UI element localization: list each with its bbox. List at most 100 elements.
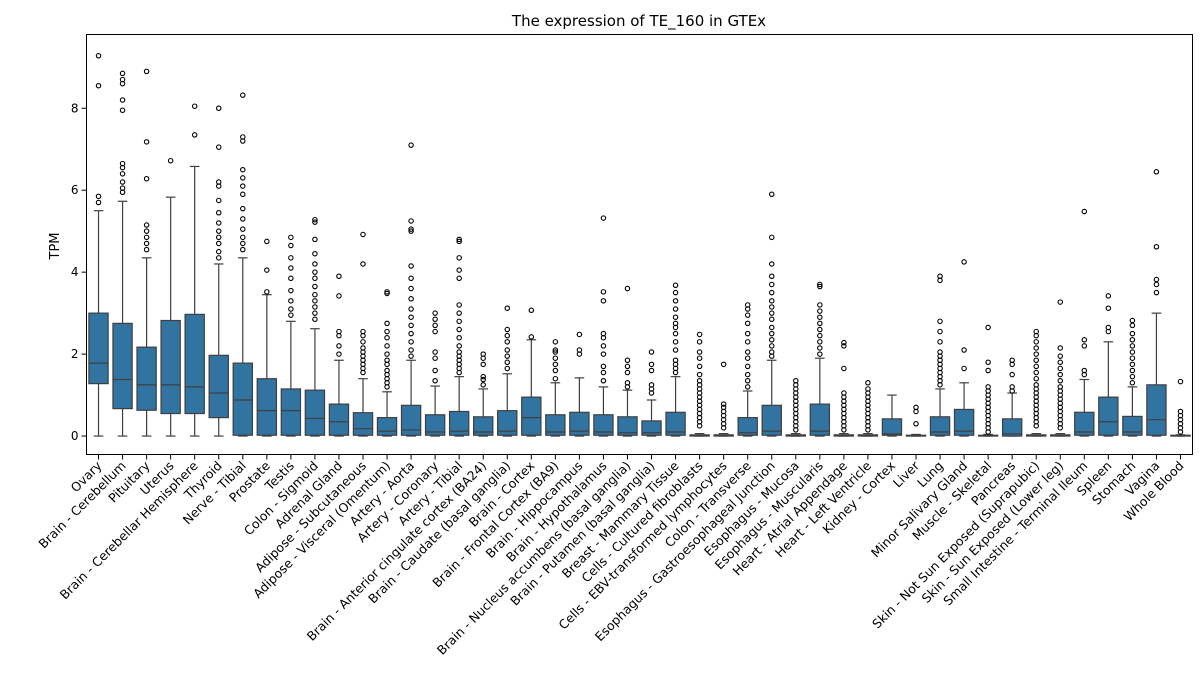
outlier-point bbox=[841, 390, 847, 396]
box-iqr bbox=[376, 417, 398, 436]
outlier-point bbox=[480, 382, 486, 388]
box-iqr bbox=[280, 388, 302, 436]
box-group bbox=[232, 92, 254, 437]
outlier-point bbox=[744, 320, 751, 327]
outlier-point bbox=[768, 330, 775, 337]
outlier-point bbox=[360, 231, 366, 238]
outlier-point bbox=[1057, 365, 1064, 372]
outlier-point bbox=[95, 199, 102, 206]
y-tick-label: 2 bbox=[71, 347, 79, 361]
outlier-point bbox=[504, 353, 511, 359]
outlier-point bbox=[456, 349, 462, 355]
outlier-point bbox=[240, 191, 246, 198]
outlier-point bbox=[1033, 339, 1039, 345]
outlier-point bbox=[600, 289, 607, 295]
outlier-point bbox=[480, 351, 486, 357]
outlier-point bbox=[1033, 351, 1039, 357]
outlier-point bbox=[408, 228, 414, 234]
outlier-point bbox=[336, 351, 342, 357]
outlier-point bbox=[312, 236, 318, 243]
outlier-point bbox=[143, 240, 150, 247]
outlier-point bbox=[336, 328, 342, 335]
box-group bbox=[1098, 293, 1119, 437]
outlier-point bbox=[456, 275, 462, 282]
box-iqr bbox=[665, 411, 686, 436]
outlier-point bbox=[744, 349, 751, 355]
outlier-point bbox=[744, 377, 751, 384]
box-iqr bbox=[473, 416, 494, 436]
box-group bbox=[424, 310, 446, 437]
outlier-point bbox=[264, 289, 270, 295]
box-iqr bbox=[1122, 415, 1143, 436]
outlier-point bbox=[696, 355, 703, 361]
outlier-point bbox=[432, 328, 438, 335]
box-group bbox=[713, 361, 734, 437]
outlier-point bbox=[865, 386, 871, 392]
outlier-point bbox=[1129, 380, 1136, 386]
outlier-point bbox=[1177, 378, 1184, 385]
box-group bbox=[521, 307, 542, 437]
outlier-point bbox=[1033, 328, 1039, 335]
outlier-point bbox=[744, 355, 751, 361]
box-iqr bbox=[88, 312, 109, 385]
box-group bbox=[280, 234, 302, 437]
outlier-point bbox=[360, 261, 366, 267]
outlier-point bbox=[552, 349, 559, 355]
outlier-point bbox=[817, 320, 823, 327]
outlier-point bbox=[1105, 324, 1112, 331]
outlier-point bbox=[143, 139, 150, 145]
box-iqr bbox=[617, 416, 638, 436]
outlier-point bbox=[215, 209, 222, 216]
outlier-point bbox=[384, 351, 390, 357]
outlier-point bbox=[1153, 276, 1160, 283]
outlier-point bbox=[600, 377, 607, 384]
outlier-point bbox=[143, 175, 150, 182]
box-group bbox=[352, 231, 374, 437]
outlier-point bbox=[768, 298, 775, 304]
box-iqr bbox=[328, 403, 350, 436]
outlier-point bbox=[312, 269, 318, 275]
outlier-point bbox=[408, 339, 414, 345]
x-tick-label: Liver bbox=[890, 457, 923, 490]
outlier-point bbox=[1105, 293, 1112, 299]
outlier-point bbox=[817, 345, 823, 351]
outlier-point bbox=[360, 339, 366, 345]
box-group bbox=[905, 404, 927, 437]
outlier-point bbox=[696, 363, 703, 370]
outlier-point bbox=[1153, 244, 1160, 250]
outlier-point bbox=[624, 369, 631, 376]
outlier-point bbox=[1153, 169, 1160, 175]
outlier-point bbox=[768, 304, 775, 310]
outlier-point bbox=[215, 179, 222, 185]
outlier-point bbox=[768, 281, 775, 288]
outlier-point bbox=[744, 339, 751, 345]
outlier-point bbox=[240, 166, 246, 173]
outlier-point bbox=[648, 382, 655, 388]
outlier-point bbox=[408, 347, 414, 353]
outlier-point bbox=[744, 363, 751, 370]
outlier-point bbox=[768, 289, 775, 296]
outlier-point bbox=[215, 248, 222, 255]
outlier-point bbox=[119, 107, 126, 114]
outlier-point bbox=[1057, 377, 1064, 384]
outlier-point bbox=[288, 306, 294, 312]
outlier-point bbox=[600, 298, 607, 304]
outlier-point bbox=[576, 347, 583, 353]
box-group bbox=[304, 216, 326, 437]
outlier-point bbox=[552, 347, 559, 353]
outlier-point bbox=[1105, 305, 1112, 311]
box-group bbox=[1001, 357, 1023, 437]
box-iqr bbox=[953, 408, 975, 436]
y-tick-label: 6 bbox=[71, 183, 79, 197]
outlier-point bbox=[240, 240, 246, 247]
outlier-point bbox=[456, 238, 462, 245]
outlier-point bbox=[672, 282, 679, 289]
outlier-point bbox=[360, 345, 366, 351]
outlier-point bbox=[528, 334, 535, 340]
outlier-point bbox=[408, 226, 414, 232]
outlier-point bbox=[624, 363, 631, 370]
box-group bbox=[569, 331, 590, 437]
outlier-point bbox=[95, 82, 102, 89]
outlier-point bbox=[456, 236, 462, 243]
outlier-point bbox=[1057, 359, 1064, 366]
